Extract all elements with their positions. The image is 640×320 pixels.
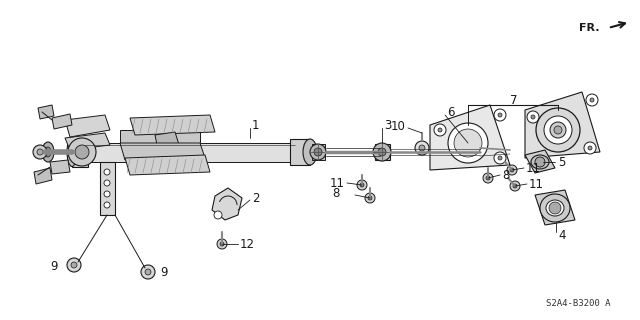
Polygon shape (85, 143, 295, 162)
Circle shape (314, 148, 322, 156)
Circle shape (104, 191, 110, 197)
Circle shape (360, 183, 364, 187)
Polygon shape (375, 144, 390, 160)
Polygon shape (130, 115, 215, 135)
Text: 7: 7 (510, 93, 518, 107)
Circle shape (494, 109, 506, 121)
Circle shape (365, 193, 375, 203)
Circle shape (535, 157, 545, 167)
Circle shape (550, 122, 566, 138)
Text: 11: 11 (529, 178, 544, 190)
Circle shape (71, 262, 77, 268)
Circle shape (37, 149, 43, 155)
Circle shape (510, 181, 520, 191)
Polygon shape (525, 92, 600, 158)
Circle shape (33, 145, 47, 159)
Circle shape (554, 126, 562, 134)
Ellipse shape (42, 142, 54, 162)
Polygon shape (155, 132, 180, 150)
Circle shape (357, 180, 367, 190)
Text: 11: 11 (526, 162, 541, 174)
Circle shape (67, 258, 81, 272)
Circle shape (145, 269, 151, 275)
Polygon shape (312, 144, 325, 160)
Circle shape (419, 145, 425, 151)
Polygon shape (52, 114, 72, 129)
Text: 6: 6 (447, 106, 454, 118)
Polygon shape (120, 130, 200, 143)
Polygon shape (120, 143, 205, 160)
Circle shape (486, 176, 490, 180)
Circle shape (373, 143, 391, 161)
Circle shape (75, 145, 89, 159)
Ellipse shape (540, 194, 570, 222)
Polygon shape (168, 145, 192, 165)
Text: 9: 9 (160, 267, 168, 279)
Text: 8: 8 (502, 169, 509, 181)
Circle shape (104, 180, 110, 186)
Text: 3: 3 (384, 118, 392, 132)
Circle shape (214, 211, 222, 219)
Polygon shape (65, 115, 110, 137)
Circle shape (494, 152, 506, 164)
Circle shape (378, 148, 386, 156)
Ellipse shape (67, 138, 77, 166)
Ellipse shape (45, 147, 51, 157)
Circle shape (483, 173, 493, 183)
Circle shape (415, 141, 429, 155)
Polygon shape (535, 190, 575, 225)
Circle shape (434, 124, 446, 136)
Polygon shape (50, 160, 70, 174)
Circle shape (584, 142, 596, 154)
Text: 1: 1 (252, 118, 259, 132)
Polygon shape (525, 150, 555, 173)
Polygon shape (65, 133, 110, 150)
Circle shape (217, 239, 227, 249)
Circle shape (586, 94, 598, 106)
Text: 12: 12 (240, 237, 255, 251)
Circle shape (507, 165, 517, 175)
Circle shape (498, 156, 502, 160)
Text: 11: 11 (330, 177, 345, 189)
Polygon shape (72, 138, 88, 167)
Polygon shape (34, 168, 52, 184)
Polygon shape (212, 188, 242, 220)
Text: 5: 5 (558, 156, 565, 169)
Polygon shape (125, 155, 210, 175)
Polygon shape (290, 139, 310, 165)
Text: 10: 10 (391, 119, 406, 132)
Circle shape (536, 108, 580, 152)
Circle shape (448, 123, 488, 163)
Circle shape (368, 196, 372, 200)
Circle shape (513, 184, 517, 188)
Circle shape (68, 138, 96, 166)
Circle shape (498, 113, 502, 117)
Circle shape (454, 129, 482, 157)
Text: S2A4-B3200 A: S2A4-B3200 A (545, 299, 610, 308)
Ellipse shape (546, 200, 564, 216)
Circle shape (590, 98, 594, 102)
Ellipse shape (531, 155, 549, 169)
Circle shape (510, 168, 514, 172)
Circle shape (544, 116, 572, 144)
Text: 4: 4 (558, 228, 566, 242)
Circle shape (549, 202, 561, 214)
Circle shape (141, 265, 155, 279)
Circle shape (588, 146, 592, 150)
Text: 9: 9 (51, 260, 58, 274)
Circle shape (220, 242, 224, 246)
Polygon shape (100, 162, 115, 215)
Text: FR.: FR. (579, 23, 600, 33)
Polygon shape (38, 105, 54, 119)
Circle shape (104, 202, 110, 208)
Circle shape (310, 144, 326, 160)
Circle shape (527, 111, 539, 123)
Circle shape (104, 169, 110, 175)
Ellipse shape (303, 139, 317, 165)
Circle shape (438, 128, 442, 132)
Text: 2: 2 (252, 191, 259, 204)
Polygon shape (430, 105, 510, 170)
Circle shape (531, 115, 535, 119)
Text: 8: 8 (333, 187, 340, 199)
